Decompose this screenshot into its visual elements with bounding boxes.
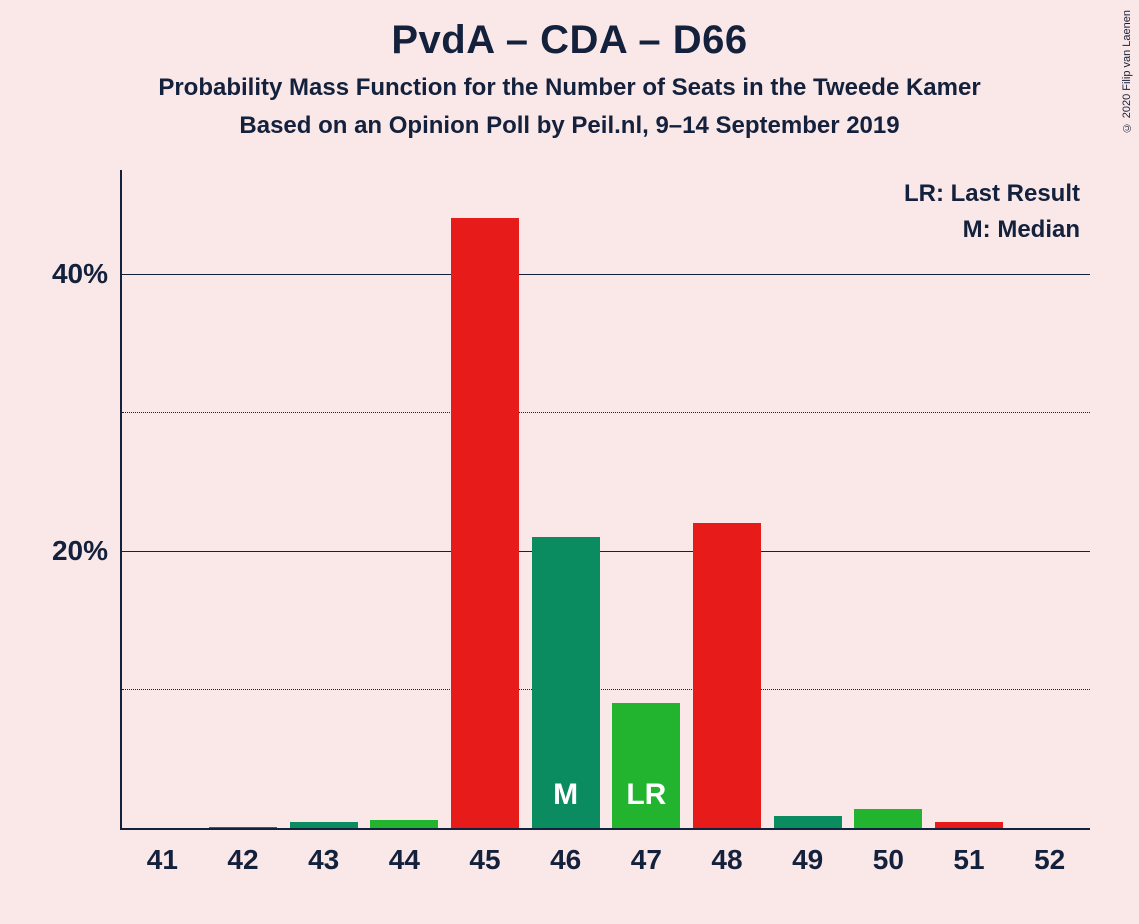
x-axis-label: 45 [469,828,500,876]
x-axis-label: 44 [389,828,420,876]
bar-slot: 0.4% [283,170,364,828]
median-marker: M [553,778,578,812]
plot-area: LR: Last Result M: Median 20%40%410%420.… [120,170,1090,830]
x-axis-label: 43 [308,828,339,876]
bar [451,218,519,828]
bar [854,809,922,828]
x-axis-label: 52 [1034,828,1065,876]
bar [935,822,1003,828]
y-axis-label: 40% [52,258,122,290]
bar [290,822,358,828]
bar-slot: 0.4% [929,170,1010,828]
bar-slot: 44% [445,170,526,828]
x-axis-label: 49 [792,828,823,876]
chart-canvas: PvdA – CDA – D66 Probability Mass Functi… [0,0,1139,924]
bar-slot: 21%M [525,170,606,828]
x-axis-label: 47 [631,828,662,876]
bar-value-label: 0% [1031,0,1069,822]
bar [209,827,277,828]
bar [370,820,438,828]
x-axis-label: 48 [711,828,742,876]
y-axis-label: 20% [52,535,122,567]
bar [774,816,842,828]
bar-slot: 9%LR [606,170,687,828]
bar-value-label: 22% [701,0,753,517]
bar-value-label: 9% [628,0,666,697]
bar-value-label: 0% [144,0,182,822]
bar-value-label: 0.6% [375,0,434,814]
bar-value-label: 21% [540,0,592,531]
bar-value-label: 0.4% [294,0,353,816]
x-axis-label: 51 [953,828,984,876]
x-axis-label: 41 [147,828,178,876]
bar-slot: 0% [1009,170,1090,828]
bar-value-label: 1.4% [859,0,918,803]
bar-value-label: 0.9% [778,0,837,810]
last-result-marker: LR [626,778,666,812]
bar-slot: 22% [687,170,768,828]
bar [693,523,761,828]
bar-slot: 0.6% [364,170,445,828]
bar-value-label: 0.1% [213,0,272,821]
copyright-text: © 2020 Filip van Laenen [1121,10,1133,133]
bar-value-label: 44% [459,0,511,212]
x-axis-label: 46 [550,828,581,876]
bar-slot: 0.1% [203,170,284,828]
x-axis-label: 50 [873,828,904,876]
x-axis-label: 42 [227,828,258,876]
bar-slot: 0.9% [767,170,848,828]
bar-slot: 1.4% [848,170,929,828]
bar-slot: 0% [122,170,203,828]
bar-value-label: 0.4% [939,0,998,816]
